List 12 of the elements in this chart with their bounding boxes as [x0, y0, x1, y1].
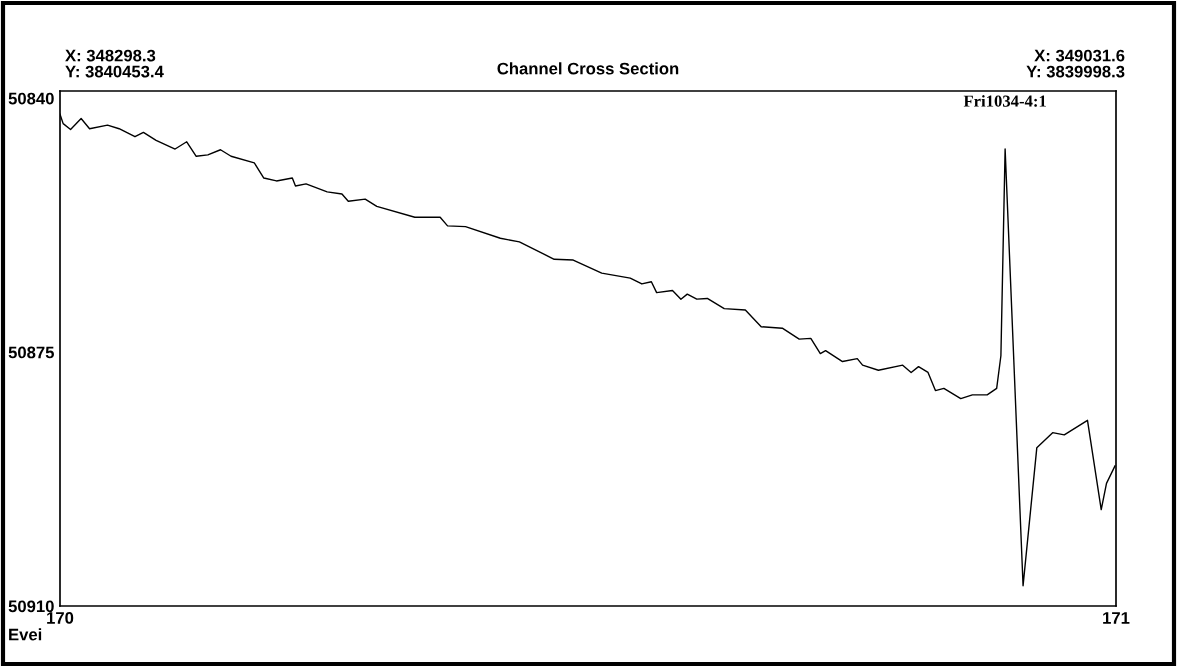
text: Y: 3840453.4 — [65, 65, 164, 78]
y-tick-label: 50875 — [8, 346, 54, 359]
y-tick-label: 50910 — [8, 600, 54, 613]
text: Evei — [9, 628, 42, 641]
text: X: 348298.3 — [65, 49, 156, 62]
annotation: Fri1034-4:1 — [963, 95, 1046, 107]
text: Y: 3839998.3 — [1026, 65, 1125, 78]
x-tick-label: 171 — [1103, 612, 1130, 624]
y-tick-label: 50840 — [8, 92, 54, 105]
x-tick-label: 170 — [47, 612, 74, 624]
chart-title: Channel Cross Section — [497, 62, 679, 75]
text: X: 349031.6 — [1034, 49, 1125, 62]
